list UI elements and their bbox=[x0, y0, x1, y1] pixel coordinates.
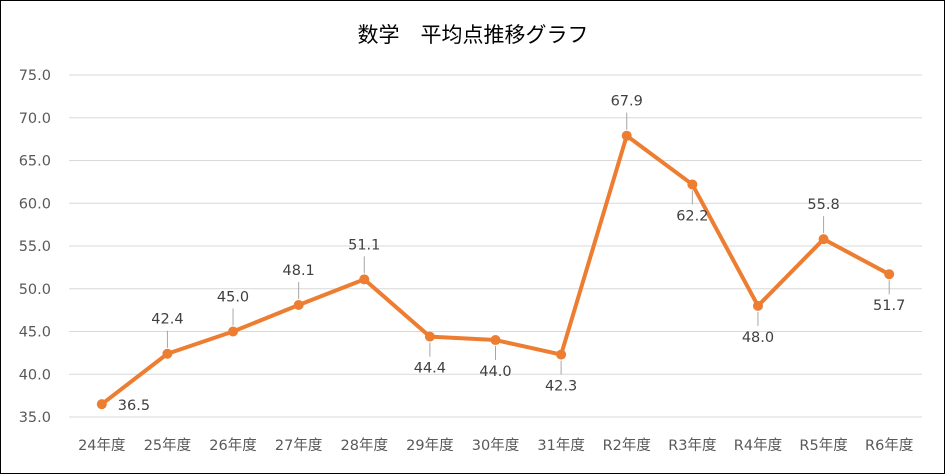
x-tick-label: R2年度 bbox=[603, 437, 651, 454]
y-tick-label: 70.0 bbox=[19, 111, 51, 127]
y-tick-label: 50.0 bbox=[19, 282, 51, 298]
x-tick-label: R4年度 bbox=[734, 437, 782, 454]
x-tick-label: 26年度 bbox=[209, 437, 256, 454]
data-label: 45.0 bbox=[217, 290, 249, 306]
y-tick-label: 35.0 bbox=[19, 410, 51, 426]
series-line-group bbox=[96, 130, 895, 410]
chart-title: 数学 平均点推移グラフ bbox=[358, 23, 589, 47]
data-point-marker bbox=[359, 274, 370, 285]
data-label: 44.4 bbox=[414, 361, 446, 377]
x-tick-label: 31年度 bbox=[537, 437, 584, 454]
x-tick-label: 27年度 bbox=[275, 437, 322, 454]
data-point-marker bbox=[884, 269, 895, 280]
x-tick-label: 25年度 bbox=[144, 437, 191, 454]
y-tick-label: 60.0 bbox=[19, 196, 51, 212]
y-axis-tick-labels: 35.0 40.0 45.0 50.0 55.0 60.0 65.0 70.0 75.0 bbox=[19, 68, 51, 426]
data-point-marker bbox=[621, 130, 632, 141]
data-label: 51.1 bbox=[348, 237, 380, 253]
data-point-marker bbox=[490, 335, 501, 346]
data-label: 55.8 bbox=[807, 197, 839, 213]
y-tick-label: 65.0 bbox=[19, 154, 51, 170]
x-tick-label: 30年度 bbox=[472, 437, 519, 454]
y-tick-label: 55.0 bbox=[19, 239, 51, 255]
x-tick-label: 24年度 bbox=[78, 437, 125, 454]
y-tick-label: 45.0 bbox=[19, 325, 51, 341]
data-label: 42.4 bbox=[151, 312, 183, 328]
data-point-marker bbox=[162, 348, 173, 359]
data-point-marker bbox=[556, 349, 567, 360]
data-labels: 36.5 42.4 45.0 48.1 51.1 44.4 44.0 42.3 67.9 62.2… bbox=[118, 94, 906, 414]
x-tick-label: 28年度 bbox=[341, 437, 388, 454]
data-point-marker bbox=[687, 179, 698, 190]
data-point-marker bbox=[228, 326, 239, 337]
data-point-marker bbox=[96, 399, 107, 410]
y-tick-label: 40.0 bbox=[19, 367, 51, 383]
data-point-marker bbox=[424, 331, 435, 342]
data-label: 42.3 bbox=[545, 379, 577, 395]
y-tick-label: 75.0 bbox=[19, 68, 51, 84]
data-label: 36.5 bbox=[118, 398, 150, 414]
data-point-marker bbox=[818, 234, 829, 245]
x-tick-label: R6年度 bbox=[865, 437, 913, 454]
x-tick-label: R5年度 bbox=[799, 437, 847, 454]
data-label: 48.1 bbox=[283, 263, 315, 279]
gridlines bbox=[69, 74, 922, 418]
data-label: 51.7 bbox=[873, 298, 905, 314]
data-label: 67.9 bbox=[611, 94, 643, 110]
data-point-marker bbox=[293, 299, 304, 310]
data-point-marker bbox=[752, 300, 763, 311]
data-label: 62.2 bbox=[676, 208, 708, 224]
x-axis-tick-labels: 24年度 25年度 26年度 27年度 28年度 29年度 30年度 31年度 R2年度 R3年度… bbox=[78, 437, 913, 454]
x-tick-label: R3年度 bbox=[668, 437, 716, 454]
x-tick-label: 29年度 bbox=[406, 437, 453, 454]
data-label: 48.0 bbox=[742, 330, 774, 346]
data-label: 44.0 bbox=[479, 364, 511, 380]
